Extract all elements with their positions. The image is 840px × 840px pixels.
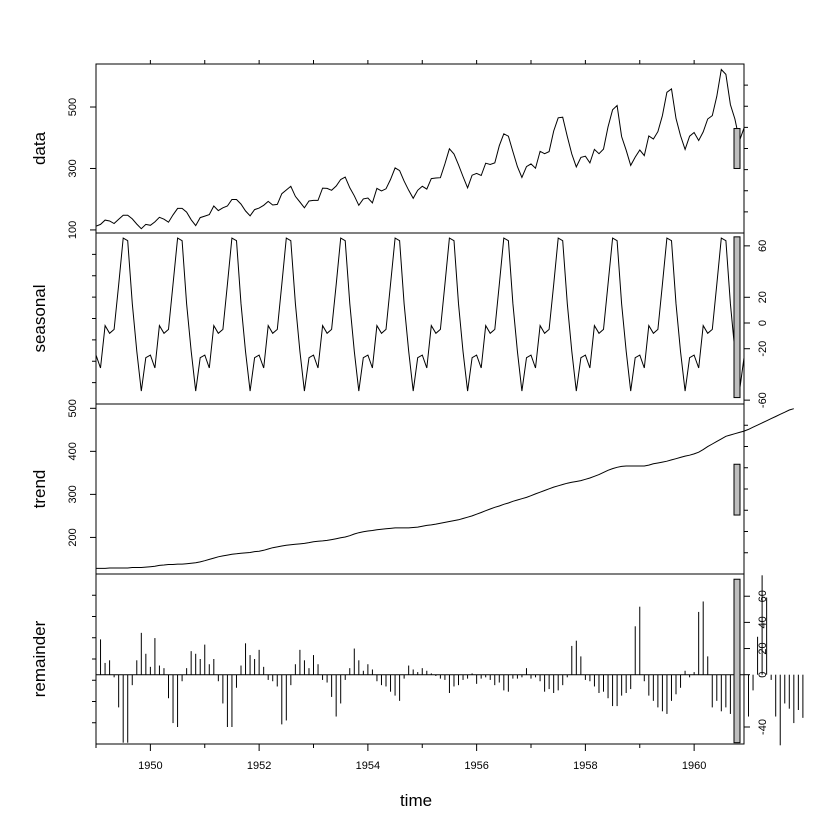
- remainder-range-bar: [733, 578, 741, 744]
- remainder-ytick-label: 40: [757, 616, 769, 628]
- data-panel-label: data: [30, 131, 49, 165]
- x-tick-label: 1952: [247, 760, 271, 772]
- seasonal-line: [95, 237, 745, 392]
- seasonal-range-bar: [733, 236, 741, 399]
- seasonal-ytick-label: 20: [757, 291, 769, 303]
- x-tick-label: 1960: [682, 760, 706, 772]
- x-axis-title: time: [400, 791, 432, 810]
- remainder-ytick-label: 20: [757, 642, 769, 654]
- trend-ytick-label: 200: [67, 528, 79, 546]
- trend-panel-label: trend: [30, 470, 49, 509]
- trend-frame: [95, 403, 745, 575]
- panels-group: 100300500data-60-2002060seasonal20030040…: [30, 63, 804, 746]
- panel-trend: 200 300 400 500 trend: [30, 399, 794, 575]
- seasonal-frame: [95, 232, 745, 405]
- trend-ytick-label: 400: [67, 442, 79, 460]
- seasonal-ytick-label: 0: [757, 320, 769, 326]
- data-ytick-label: 500: [67, 98, 79, 116]
- panel-remainder: -40 0 20 40 60 remainder: [30, 573, 804, 746]
- trend-range-bar: [733, 463, 741, 516]
- seasonal-ytick-label: -60: [757, 392, 769, 408]
- x-tick-label: 1954: [356, 760, 380, 772]
- x-tick-label: 1958: [573, 760, 597, 772]
- trend-line: [96, 408, 794, 569]
- data-ytick-label: 300: [67, 159, 79, 177]
- x-tick-label: 1956: [464, 760, 488, 772]
- data-frame: [95, 63, 745, 234]
- remainder-panel-label: remainder: [30, 620, 49, 697]
- remainder-ytick-label: 60: [757, 590, 769, 602]
- data-ytick-label: 100: [67, 221, 79, 239]
- seasonal-ytick-label: 60: [757, 240, 769, 252]
- x-tick-label: 1950: [138, 760, 162, 772]
- remainder-ytick-label: 0: [757, 672, 769, 678]
- trend-ytick-label: 500: [67, 399, 79, 417]
- trend-ytick-label: 300: [67, 485, 79, 503]
- panel-seasonal: -60 -20 0 20 60 seasonal: [30, 232, 769, 408]
- remainder-ytick-label: -40: [757, 719, 769, 735]
- panel-data: 100 300 500 data: [30, 63, 748, 239]
- seasonal-panel-label: seasonal: [30, 284, 49, 352]
- seasonal-ytick-label: -20: [757, 341, 769, 357]
- remainder-frame: [95, 573, 745, 745]
- time-axis: 1950 1952 1954 1956 1958 1960: [95, 60, 706, 772]
- data-range-bar: [733, 128, 741, 169]
- data-line: [95, 68, 745, 230]
